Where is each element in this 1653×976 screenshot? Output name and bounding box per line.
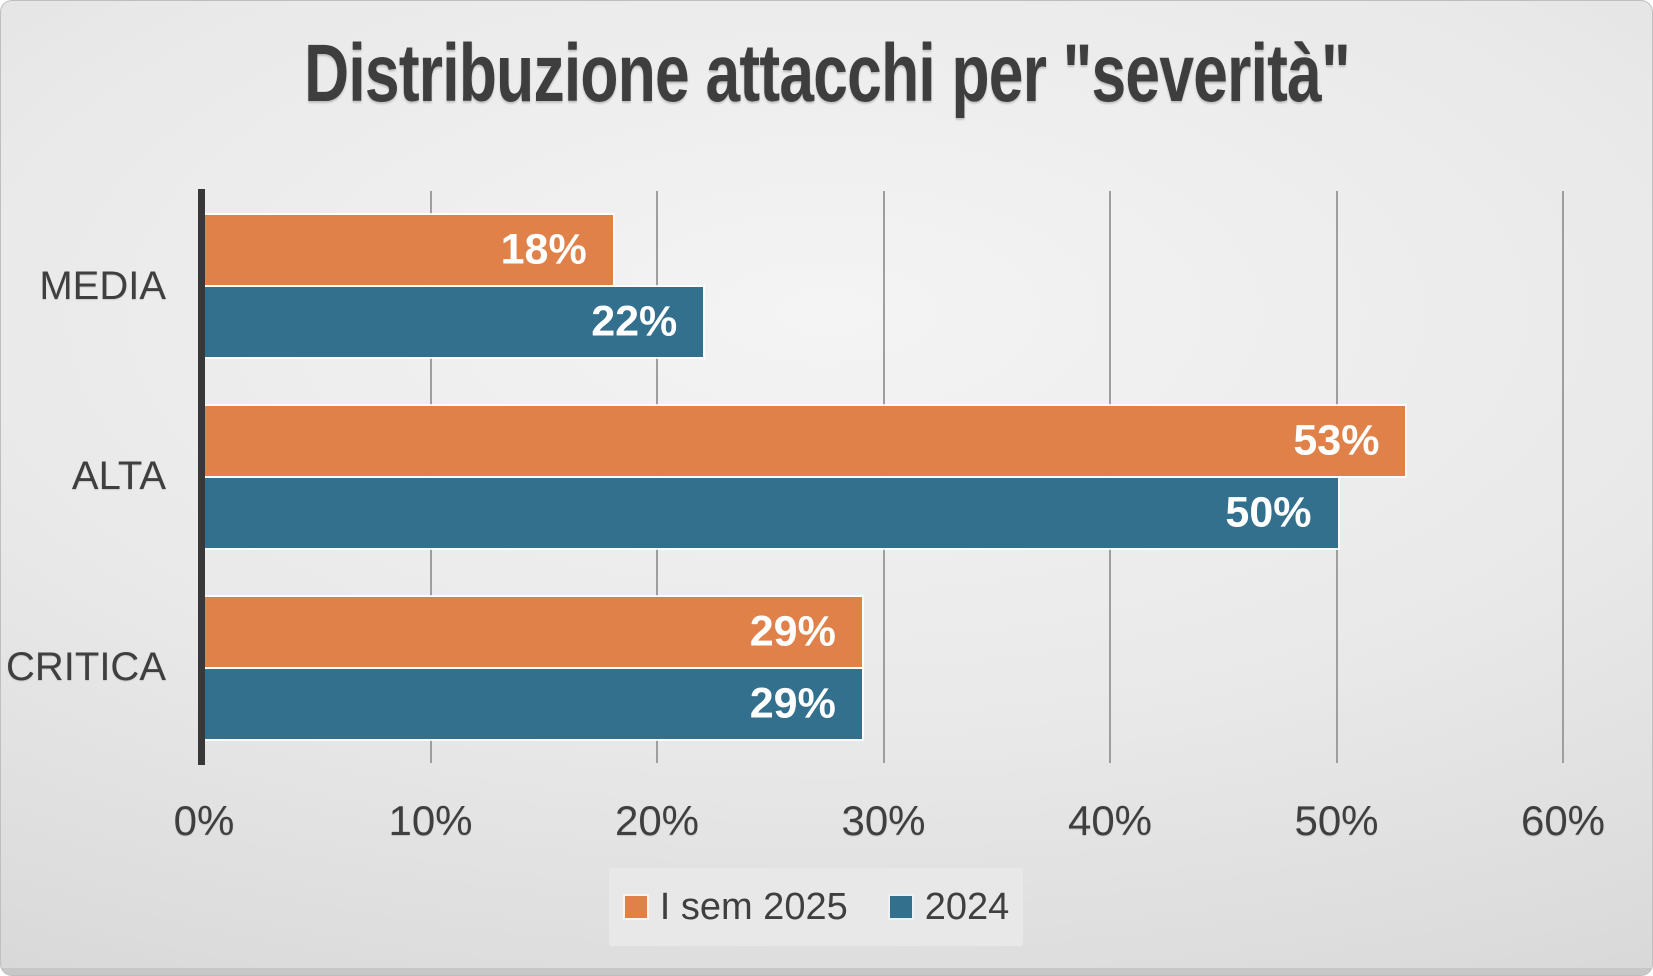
bar-value-label: 22% — [591, 297, 678, 346]
category-label: CRITICA — [6, 645, 166, 690]
x-tick-label: 40% — [1067, 797, 1153, 844]
bar: 29% — [205, 668, 862, 739]
legend-swatch — [887, 894, 914, 920]
bar: 22% — [205, 287, 704, 358]
x-tick-label: 0% — [173, 797, 235, 844]
bar-value-label: 29% — [749, 607, 836, 656]
legend-swatch — [622, 894, 649, 920]
x-tick-label: 10% — [388, 797, 473, 844]
plot-area: 18% 22% 53% 50% 29% 29% — [198, 189, 1564, 765]
gridline — [1335, 191, 1338, 763]
bar: 50% — [205, 478, 1338, 548]
y-axis-line — [198, 189, 205, 765]
x-tick-label: 60% — [1520, 797, 1606, 844]
x-tick-label: 50% — [1294, 797, 1379, 844]
x-tick-label: 30% — [841, 797, 926, 844]
bar-value-label: 18% — [500, 225, 587, 274]
x-tick-label: 20% — [614, 797, 700, 844]
gridline — [1109, 191, 1111, 763]
chart-title: Distribuzione attacchi per "severità" — [1, 28, 1652, 119]
bar: 18% — [205, 215, 613, 286]
legend: I sem 2025 2024 — [609, 868, 1023, 946]
bar: 53% — [205, 406, 1406, 476]
bar-value-label: 50% — [1225, 488, 1312, 537]
gridline — [429, 191, 432, 763]
bar-value-label: 53% — [1293, 416, 1380, 465]
legend-item: 2024 — [887, 885, 1010, 929]
gridline — [656, 191, 658, 763]
gridline — [1562, 191, 1564, 763]
gridline — [882, 191, 885, 763]
legend-label: 2024 — [924, 885, 1010, 928]
legend-label: I sem 2025 — [659, 885, 848, 928]
category-label: ALTA — [71, 454, 166, 499]
bar: 29% — [205, 596, 862, 667]
chart-title-text: Distribuzione attacchi per "severità" — [303, 28, 1351, 119]
bar-value-label: 29% — [749, 679, 836, 728]
legend-item: I sem 2025 — [622, 885, 848, 929]
category-label: MEDIA — [39, 263, 166, 308]
